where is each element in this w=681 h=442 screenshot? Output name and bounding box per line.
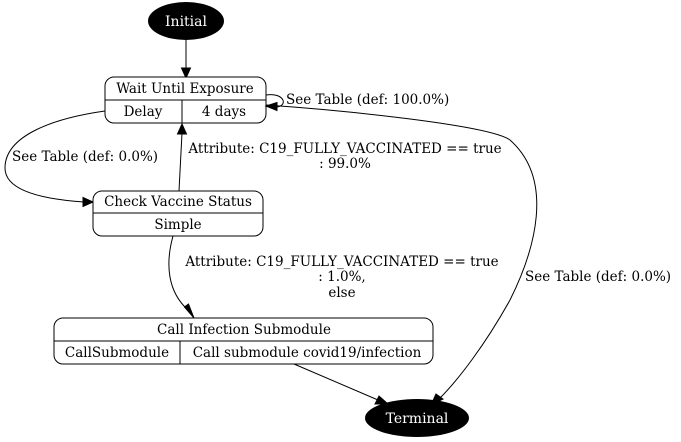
edge-check-to-call-label-1: Attribute: C19_FULLY_VACCINATED == true: [184, 254, 498, 270]
edge-check-to-call: Attribute: C19_FULLY_VACCINATED == true …: [168, 235, 499, 319]
node-wait-detail: 4 days: [202, 104, 246, 120]
node-wait-type: Delay: [124, 104, 163, 120]
node-wait-title: Wait Until Exposure: [116, 81, 254, 97]
node-check-type: Simple: [154, 217, 201, 233]
node-initial-label: Initial: [165, 14, 207, 30]
edge-check-to-call-label-3: else: [328, 285, 355, 301]
edge-check-to-wait-label-2: : 99.0%: [319, 156, 371, 172]
node-call-detail: Call submodule covid19/infection: [193, 345, 422, 361]
edge-call-to-terminal: [293, 363, 390, 405]
node-check-title: Check Vaccine Status: [104, 194, 252, 210]
edge-check-to-wait-label-1: Attribute: C19_FULLY_VACCINATED == true: [187, 141, 501, 157]
edge-wait-to-check: See Table (def: 0.0%): [4, 110, 158, 208]
edge-wait-self-label: See Table (def: 100.0%): [286, 92, 449, 108]
edge-check-to-call-label-2: : 1.0%,: [318, 269, 365, 285]
node-terminal[interactable]: Terminal: [365, 399, 469, 437]
node-initial[interactable]: Initial: [148, 2, 224, 40]
edge-check-to-wait: Attribute: C19_FULLY_VACCINATED == true …: [176, 122, 502, 192]
edge-wait-to-check-label: See Table (def: 0.0%): [12, 149, 158, 165]
node-call-infection-submodule[interactable]: Call Infection Submodule CallSubmodule C…: [53, 317, 434, 365]
node-check-vaccine-status[interactable]: Check Vaccine Status Simple: [92, 190, 264, 237]
edge-wait-to-terminal-label: See Table (def: 0.0%): [525, 269, 671, 285]
node-wait-until-exposure[interactable]: Wait Until Exposure Delay 4 days: [104, 76, 267, 124]
node-call-type: CallSubmodule: [65, 345, 169, 361]
edge-initial-to-wait: [180, 40, 192, 80]
node-call-title: Call Infection Submodule: [157, 322, 331, 338]
node-terminal-label: Terminal: [386, 411, 449, 427]
edge-wait-self-loop: See Table (def: 100.0%): [264, 92, 449, 112]
